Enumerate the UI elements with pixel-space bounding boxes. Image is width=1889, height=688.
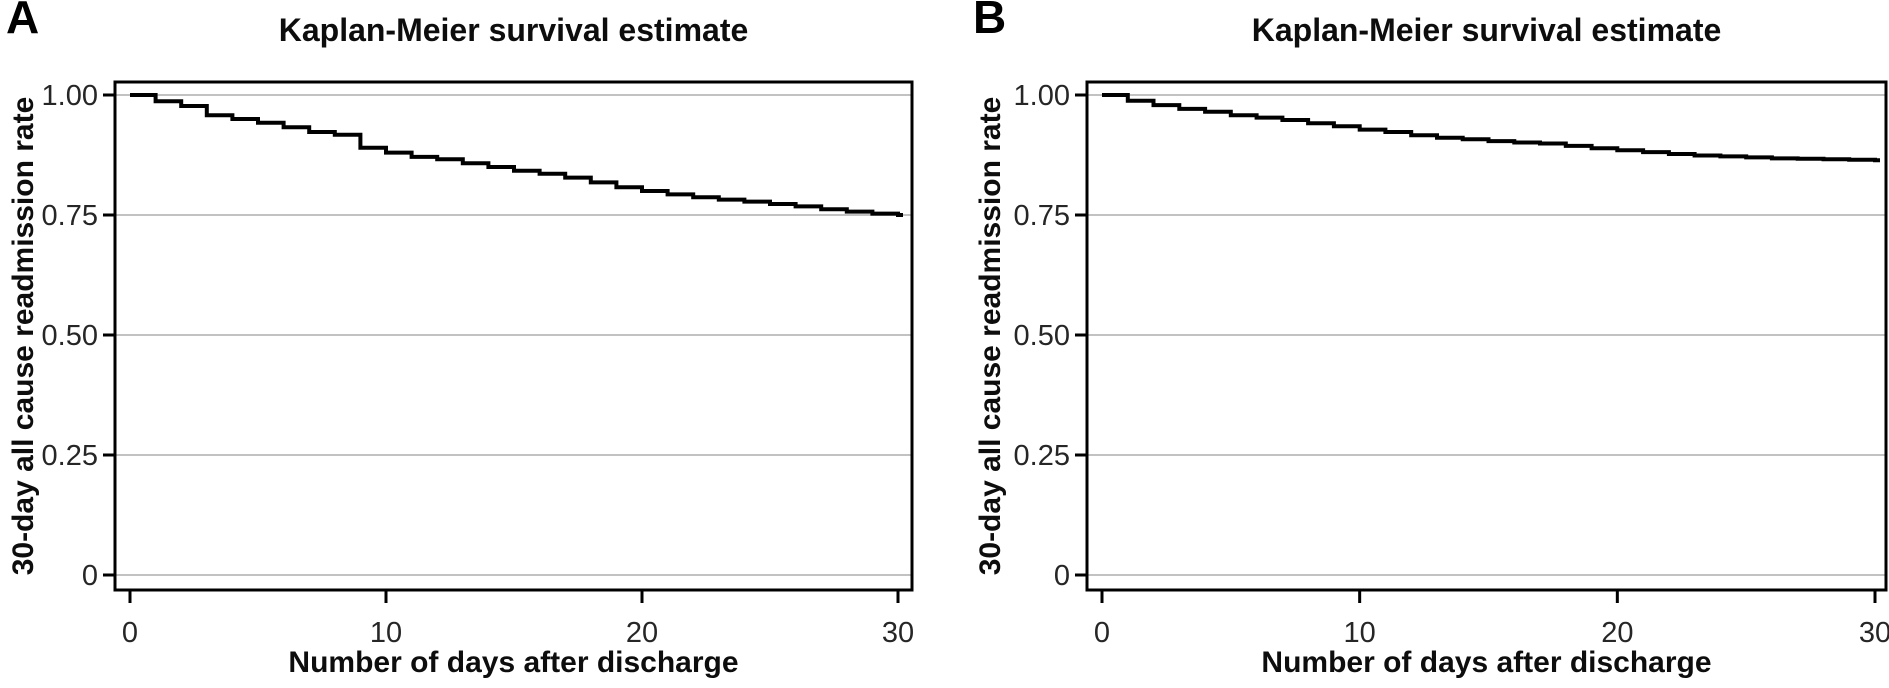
- x-tick-label: 0: [122, 617, 138, 649]
- panel-b-plot-area: 0 0.25 0.50 0.75 1.00 0 10 20 30: [1014, 80, 1889, 649]
- x-tick-label: 20: [1601, 617, 1633, 649]
- x-tick-label: 20: [626, 617, 658, 649]
- km-step-curve: [130, 93, 903, 217]
- panel-a-x-axis-label: Number of days after discharge: [288, 646, 739, 679]
- y-tick-label: 0.50: [42, 320, 98, 352]
- panel-b-chart-title: Kaplan-Meier survival estimate: [1251, 12, 1722, 48]
- y-tick-label: 0.75: [1014, 200, 1070, 232]
- x-tick-label: 30: [882, 617, 914, 649]
- y-tick-label: 0.50: [1014, 320, 1070, 352]
- y-tick-label: 0: [82, 560, 98, 592]
- x-tick-label: 10: [370, 617, 402, 649]
- panel-b-letter: B: [973, 0, 1007, 43]
- panel-a-plot-area: 0 0.25 0.50 0.75 1.00 0 10 20 30: [42, 80, 915, 649]
- km-step-curve: [1102, 93, 1880, 163]
- panel-a: A Kaplan-Meier survival estimate 30-day …: [6, 0, 915, 679]
- x-tick-label: 0: [1094, 617, 1110, 649]
- y-tick-label: 0.25: [42, 440, 98, 472]
- x-tick-label: 30: [1859, 617, 1889, 649]
- panel-b-x-axis-label: Number of days after discharge: [1261, 646, 1712, 679]
- y-tick-label: 0.75: [42, 200, 98, 232]
- panel-a-chart-title: Kaplan-Meier survival estimate: [278, 12, 749, 48]
- x-tick-label: 10: [1344, 617, 1376, 649]
- y-tick-label: 0.25: [1014, 440, 1070, 472]
- y-tick-label: 1.00: [1014, 80, 1070, 112]
- y-tick-label: 1.00: [42, 80, 98, 112]
- panel-b: B Kaplan-Meier survival estimate 30-day …: [945, 0, 1889, 688]
- y-tick-label: 0: [1054, 560, 1070, 592]
- panel-a-letter: A: [6, 0, 40, 43]
